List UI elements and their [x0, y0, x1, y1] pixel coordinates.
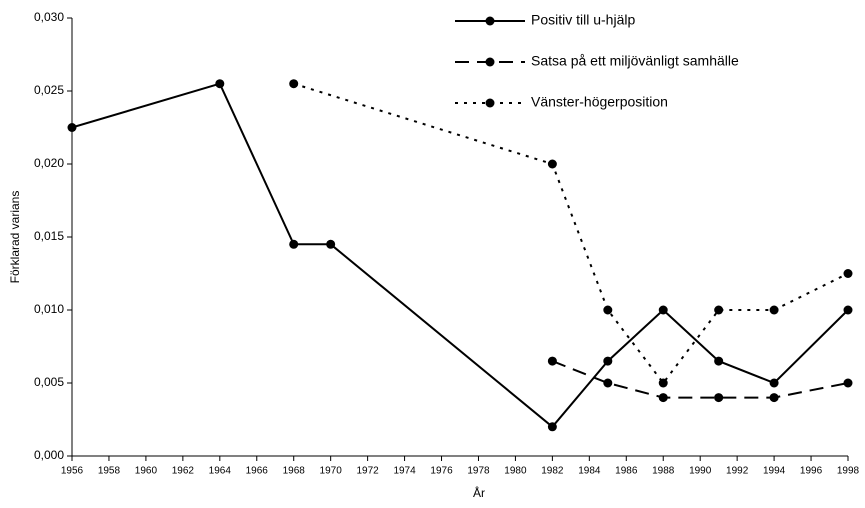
- y-tick-label: 0,025: [34, 83, 64, 97]
- data-point: [289, 79, 299, 89]
- legend-label: Positiv till u-hjälp: [531, 12, 635, 28]
- data-point: [326, 239, 336, 249]
- data-point: [289, 239, 299, 249]
- series-line: [71, 82, 849, 429]
- x-tick-label: 1980: [504, 466, 527, 477]
- y-tick-label: 0,005: [34, 375, 64, 389]
- x-tick-label: 1996: [800, 466, 823, 477]
- x-tick-label: 1964: [209, 466, 232, 477]
- x-tick-label: 1958: [98, 466, 121, 477]
- legend-label: Vänster-högerposition: [531, 94, 668, 110]
- data-point: [843, 305, 853, 315]
- x-tick-label: 1962: [172, 466, 195, 477]
- x-tick-label: 1998: [837, 466, 860, 477]
- data-point: [843, 269, 853, 278]
- x-tick-label: 1974: [393, 466, 416, 477]
- x-tick-label: 1976: [430, 466, 453, 477]
- data-point: [714, 305, 724, 315]
- x-tick-label: 1960: [135, 466, 158, 477]
- y-tick-label: 0,010: [34, 302, 64, 316]
- data-point: [215, 79, 225, 89]
- x-tick-label: 1984: [578, 466, 601, 477]
- legend-marker: [485, 16, 495, 26]
- data-point: [714, 393, 724, 403]
- data-point: [603, 356, 613, 366]
- x-tick-label: 1990: [689, 466, 712, 477]
- data-point: [547, 159, 557, 169]
- y-tick-label: 0,030: [34, 10, 64, 24]
- data-point: [843, 378, 853, 388]
- data-point: [769, 378, 779, 388]
- data-point: [658, 378, 668, 388]
- series-line: [293, 82, 849, 385]
- x-tick-label: 1966: [246, 466, 269, 477]
- data-point: [603, 378, 613, 388]
- data-point: [603, 305, 613, 315]
- data-point: [547, 422, 557, 432]
- x-tick-label: 1970: [320, 466, 343, 477]
- x-axis-label: År: [473, 485, 485, 500]
- x-tick-label: 1972: [356, 466, 379, 477]
- x-tick-label: 1988: [652, 466, 675, 477]
- x-tick-label: 1968: [283, 466, 306, 477]
- y-tick-label: 0,000: [34, 448, 64, 462]
- x-tick-label: 1994: [763, 466, 786, 477]
- legend-marker: [485, 57, 495, 67]
- x-tick-label: 1992: [726, 466, 749, 477]
- data-point: [769, 305, 779, 315]
- x-tick-label: 1986: [615, 466, 638, 477]
- legend-marker: [485, 98, 495, 108]
- x-tick-label: 1978: [467, 466, 490, 477]
- data-point: [658, 393, 668, 403]
- y-tick-label: 0,015: [34, 229, 64, 243]
- data-point: [67, 123, 77, 132]
- x-tick-label: 1982: [541, 466, 564, 477]
- data-point: [547, 356, 557, 366]
- data-point: [714, 356, 724, 366]
- x-tick-label: 1956: [61, 466, 84, 477]
- series-line: [552, 360, 849, 399]
- y-tick-label: 0,020: [34, 156, 64, 170]
- data-point: [769, 393, 779, 403]
- legend-label: Satsa på ett miljövänligt samhälle: [531, 53, 739, 69]
- y-axis-label: Förklarad varians: [8, 191, 22, 284]
- data-point: [658, 305, 668, 315]
